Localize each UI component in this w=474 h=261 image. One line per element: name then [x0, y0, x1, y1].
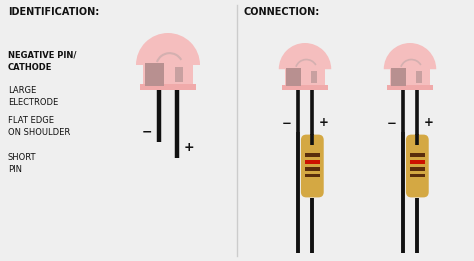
Text: −: − [282, 116, 292, 129]
Bar [286, 68, 301, 86]
Text: +: + [184, 141, 194, 154]
Bar [285, 68, 325, 86]
Text: +: + [423, 116, 433, 129]
Bar [410, 160, 425, 163]
Bar [305, 167, 320, 170]
Bar [143, 64, 193, 85]
Text: LARGE
ELECTRODE: LARGE ELECTRODE [8, 86, 58, 107]
Bar [387, 85, 433, 90]
Bar [416, 71, 422, 83]
Text: −: − [142, 125, 152, 138]
Bar [305, 174, 320, 177]
Text: SHORT
PIN: SHORT PIN [8, 153, 36, 174]
Bar [140, 84, 196, 90]
Bar [310, 71, 317, 83]
FancyBboxPatch shape [301, 135, 324, 197]
Text: −: − [387, 116, 397, 129]
FancyBboxPatch shape [406, 135, 428, 197]
Bar [390, 68, 430, 86]
Bar [282, 85, 328, 90]
Wedge shape [384, 43, 436, 69]
Bar [391, 68, 406, 86]
Bar [175, 67, 183, 82]
Bar [410, 153, 425, 157]
Bar [410, 174, 425, 177]
Text: FLAT EDGE
ON SHOULDER: FLAT EDGE ON SHOULDER [8, 116, 70, 137]
Text: IDENTIFICATION:: IDENTIFICATION: [8, 7, 99, 17]
Bar [410, 167, 425, 170]
Bar [145, 63, 164, 86]
Wedge shape [279, 43, 331, 69]
Wedge shape [136, 33, 200, 65]
Bar [305, 160, 320, 163]
Text: CONNECTION:: CONNECTION: [244, 7, 320, 17]
Text: NEGATIVE PIN/
CATHODE: NEGATIVE PIN/ CATHODE [8, 51, 76, 72]
Text: +: + [319, 116, 328, 129]
Bar [305, 153, 320, 157]
